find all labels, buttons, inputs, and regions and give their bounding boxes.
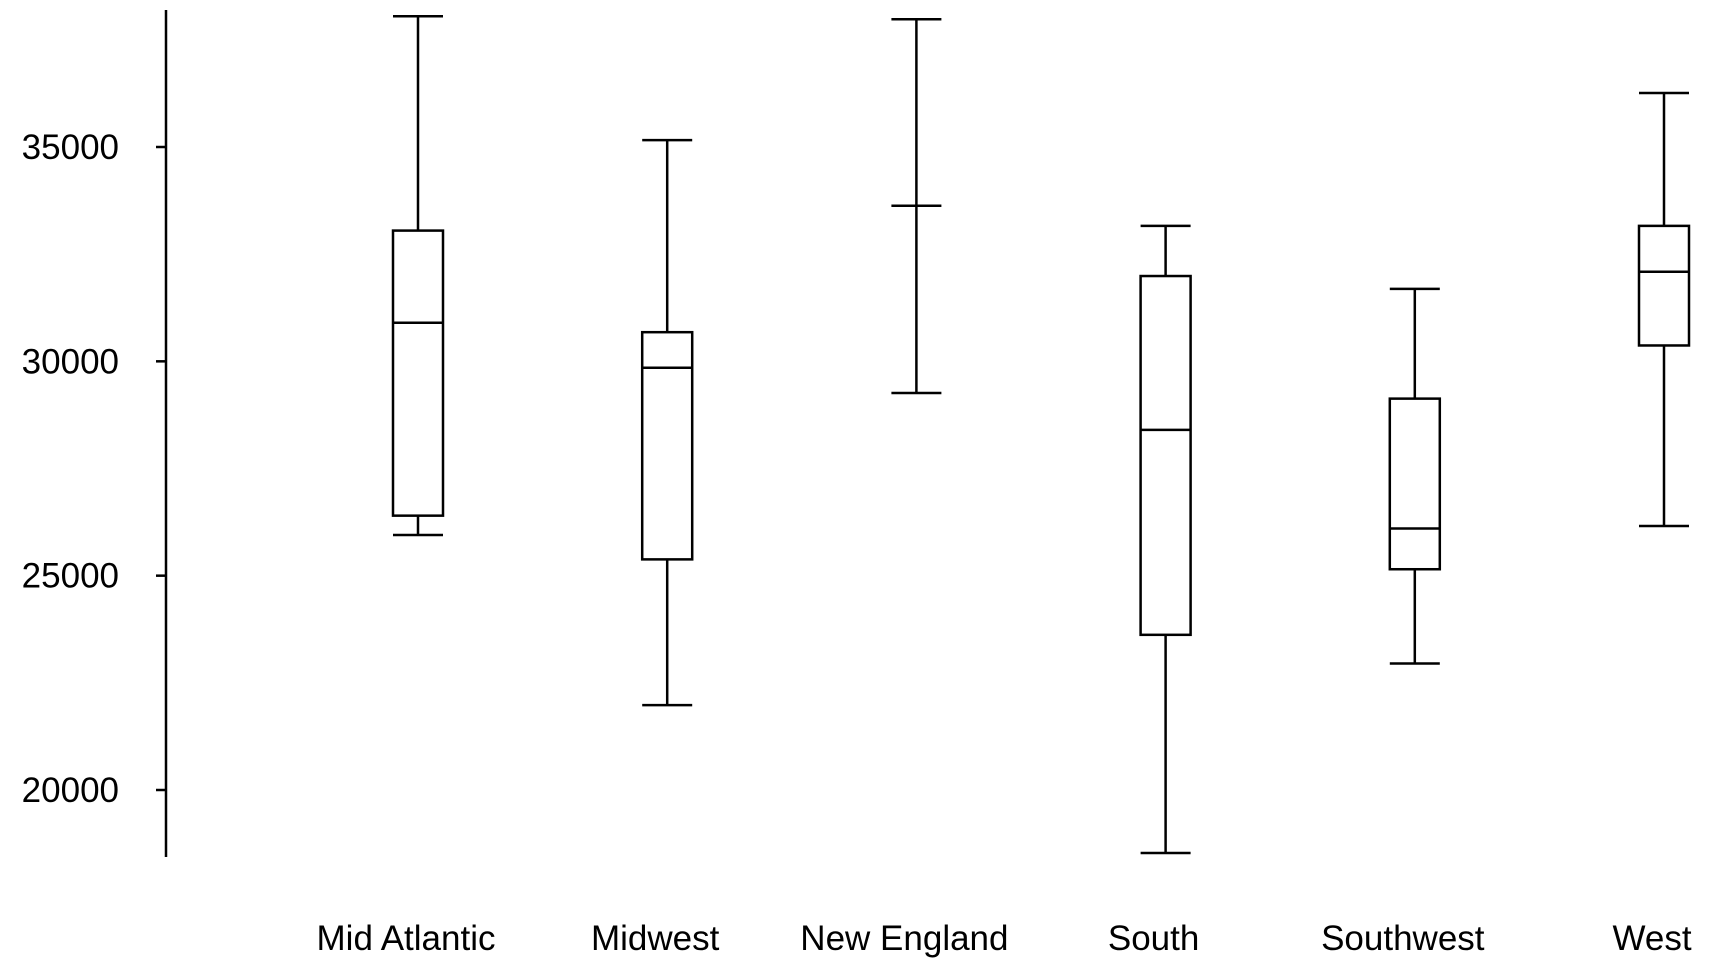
y-tick-label: 30000 — [22, 342, 119, 381]
y-axis: 20000 25000 30000 35000 — [22, 10, 168, 857]
iqr-box — [1139, 274, 1192, 637]
y-tick-label: 20000 — [22, 771, 119, 810]
box-new-england — [891, 18, 942, 395]
box-series — [391, 15, 1691, 855]
box-west — [1637, 91, 1691, 528]
x-tick-label: West — [1612, 919, 1691, 958]
box-south — [1139, 224, 1192, 855]
box-mid-atlantic — [391, 15, 445, 537]
box-midwest — [640, 138, 694, 707]
y-tick-label: 25000 — [22, 557, 119, 596]
iqr-box — [640, 330, 694, 561]
x-tick-label: Midwest — [591, 919, 720, 958]
box-southwest — [1388, 287, 1442, 665]
x-tick-label: South — [1108, 919, 1199, 958]
x-tick-label: Southwest — [1321, 919, 1485, 958]
iqr-box — [1388, 397, 1442, 571]
iqr-box — [1637, 224, 1691, 347]
iqr-box — [391, 229, 445, 517]
x-tick-label: New England — [800, 919, 1008, 958]
x-axis-labels: Mid Atlantic Midwest New England South South… — [317, 919, 1692, 958]
y-tick-label: 35000 — [22, 128, 119, 167]
x-tick-label: Mid Atlantic — [317, 919, 496, 958]
